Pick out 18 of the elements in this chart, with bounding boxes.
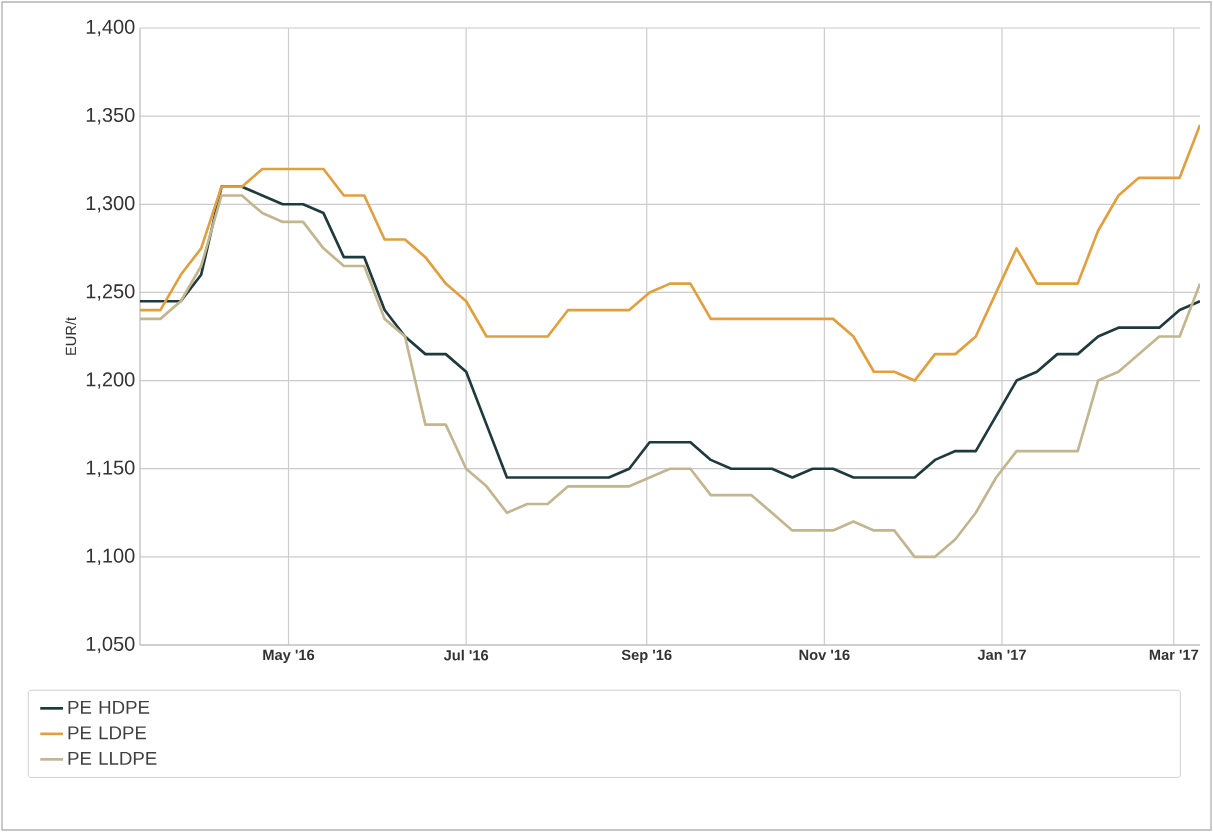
y-tick-label: 1,250 (86, 284, 135, 301)
x-tick-label: Jan '17 (977, 649, 1026, 660)
y-tick-label: 1,100 (86, 548, 135, 566)
x-tick-label: Nov '16 (799, 649, 850, 661)
legend-label: PE LLDPE (68, 751, 157, 765)
y-tick-label: 1,150 (86, 460, 135, 477)
y-axis-title: EUR/t (65, 317, 77, 355)
y-tick-label: 1,050 (86, 636, 135, 654)
y-tick-label: 1,200 (86, 372, 135, 389)
x-tick-label: Jul '16 (443, 649, 489, 661)
y-tick-label: 1,300 (86, 196, 135, 213)
legend-label: PE LDPE (68, 726, 147, 740)
x-tick-label: May '16 (263, 649, 315, 663)
x-tick-label: Sep '16 (621, 649, 672, 663)
x-tick-label: Mar '17 (1149, 649, 1199, 660)
y-tick-label: 1,350 (86, 107, 135, 125)
y-tick-label: 1,400 (86, 19, 135, 37)
legend-label: PE HDPE (68, 700, 150, 714)
